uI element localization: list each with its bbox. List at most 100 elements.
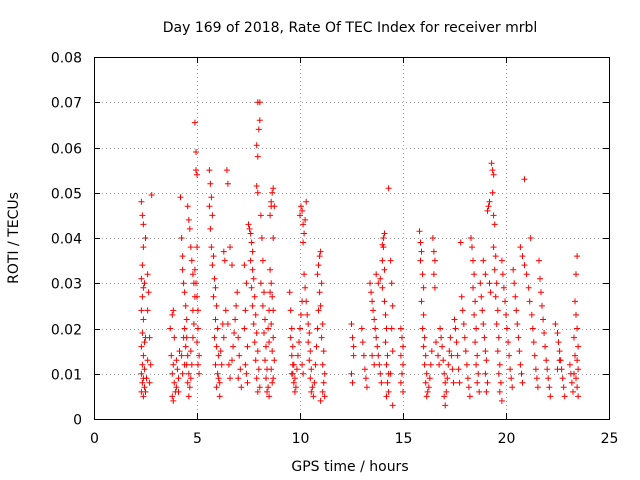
data-point: [515, 334, 522, 341]
data-point: [502, 298, 508, 305]
data-point: [349, 379, 356, 386]
data-point: [232, 316, 239, 323]
data-point: [253, 330, 260, 336]
data-point: [181, 325, 188, 332]
data-point: [387, 257, 394, 264]
data-point: [349, 334, 356, 341]
data-point: [179, 253, 186, 260]
data-point: [420, 311, 427, 318]
data-point: [141, 384, 148, 391]
data-point: [247, 230, 254, 237]
data-point: [210, 253, 217, 260]
data-point: [268, 280, 275, 287]
data-point: [473, 325, 480, 332]
data-point: [145, 289, 152, 296]
data-point: [350, 352, 357, 359]
data-point: [526, 298, 533, 305]
data-point: [194, 244, 200, 251]
data-point: [181, 361, 188, 368]
data-point: [315, 307, 322, 314]
data-point: [235, 334, 242, 341]
data-point: [316, 253, 323, 260]
data-point: [247, 257, 254, 264]
data-point: [139, 330, 146, 336]
data-point: [474, 352, 481, 359]
data-point: [469, 244, 475, 251]
data-point: [251, 293, 258, 300]
data-point: [544, 366, 551, 373]
data-point: [529, 325, 536, 332]
data-point: [140, 284, 147, 291]
data-point: [141, 280, 148, 287]
data-point: [144, 357, 151, 364]
data-point: [494, 307, 501, 314]
data-point: [140, 244, 147, 251]
data-point: [244, 343, 251, 350]
data-point: [389, 348, 396, 355]
axes: 0 5 10 15 20 25 0 0.01 0.02 0.03 0.04 0.05 0.06 0.07 0…: [51, 51, 619, 448]
data-point: [503, 311, 509, 318]
data-point: [574, 357, 581, 364]
data-point: [230, 343, 237, 350]
data-point: [483, 357, 490, 364]
data-point: [168, 352, 175, 359]
data-point: [270, 375, 277, 382]
data-point: [265, 384, 272, 391]
data-point: [266, 339, 273, 346]
data-point: [187, 375, 194, 382]
data-point: [461, 334, 468, 341]
data-point: [518, 370, 525, 377]
data-point: [533, 375, 540, 382]
data-point: [389, 302, 396, 309]
data-point: [139, 361, 146, 368]
data-point: [216, 393, 223, 400]
data-point: [191, 119, 198, 126]
data-point: [178, 352, 185, 359]
x-axis-label: GPS time / hours: [291, 459, 408, 475]
data-point: [142, 235, 149, 241]
data-point: [540, 316, 547, 323]
data-point: [173, 384, 180, 391]
data-point: [170, 397, 177, 404]
x-tick-label: 15: [395, 431, 413, 447]
data-point: [572, 298, 578, 305]
data-point: [448, 352, 455, 359]
data-point: [541, 330, 548, 336]
data-point: [179, 266, 186, 273]
data-point: [269, 293, 276, 300]
data-point: [568, 379, 575, 386]
data-point: [504, 325, 510, 332]
data-point: [208, 194, 215, 201]
data-point: [521, 262, 528, 269]
data-point: [319, 321, 326, 327]
data-point: [213, 343, 220, 350]
data-point: [146, 334, 153, 341]
data-point: [309, 384, 316, 391]
data-point: [300, 370, 307, 377]
data-point: [457, 239, 464, 246]
data-point: [482, 271, 489, 278]
data-point: [489, 189, 496, 196]
data-point: [254, 153, 261, 160]
data-point: [138, 307, 145, 314]
data-point: [437, 325, 444, 332]
y-tick-label: 0.08: [51, 51, 82, 67]
data-point: [378, 379, 385, 386]
data-point: [373, 334, 380, 341]
data-point: [486, 198, 493, 205]
data-point: [256, 99, 263, 106]
data-point: [497, 379, 504, 386]
data-point: [462, 348, 469, 355]
data-point: [315, 262, 322, 269]
data-point: [372, 325, 379, 332]
data-point: [570, 388, 576, 395]
data-point: [416, 228, 423, 235]
data-point: [142, 388, 149, 395]
data-point: [214, 325, 221, 332]
data-point: [443, 388, 450, 395]
data-point: [498, 257, 505, 264]
data-point: [249, 248, 256, 255]
data-point: [556, 357, 563, 364]
data-point: [447, 334, 454, 341]
data-point: [382, 339, 389, 346]
